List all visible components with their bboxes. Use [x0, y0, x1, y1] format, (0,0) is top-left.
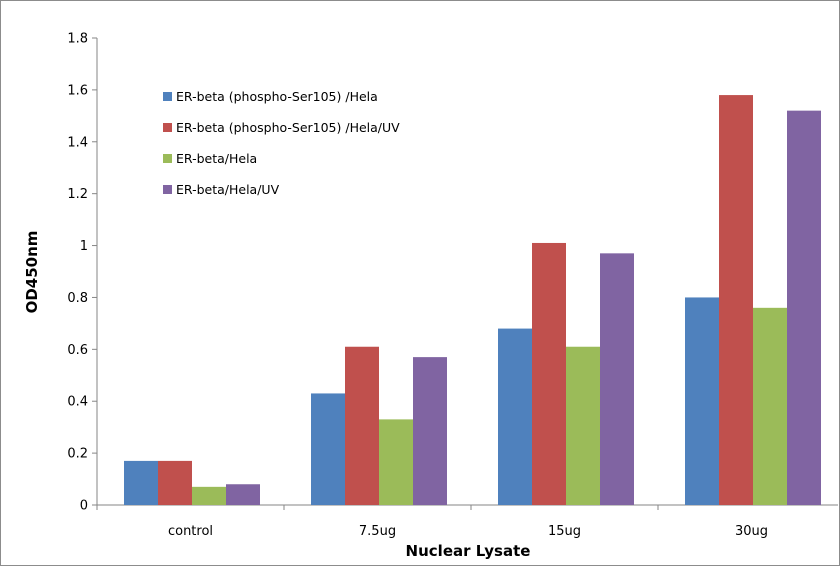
x-tick-label: 30ug: [735, 524, 768, 539]
bar: [753, 307, 787, 505]
bars: [124, 95, 821, 506]
y-tick-label: 1.2: [67, 187, 88, 202]
x-axis-label: Nuclear Lysate: [406, 542, 531, 560]
x-tick-label: control: [168, 524, 213, 539]
y-axis: 0 0.2 0.4 0.6 0.8 1 1.2 1.4 1.6 1.8: [67, 32, 98, 514]
bar: [787, 110, 821, 506]
bar: [379, 419, 413, 505]
bar: [226, 484, 260, 505]
bar: [158, 460, 192, 505]
bar: [311, 393, 345, 505]
legend: ER-beta (phospho-Ser105) /Hela ER-beta (p…: [163, 89, 400, 197]
y-tick-label: 0: [80, 499, 88, 514]
legend-swatch: [163, 123, 172, 132]
bar: [345, 346, 379, 505]
y-tick-label: 1.8: [67, 32, 88, 47]
bar: [413, 357, 447, 505]
bar: [498, 328, 532, 505]
y-tick-label: 1.6: [67, 83, 88, 98]
y-tick-label: 0.6: [67, 343, 88, 358]
legend-label: ER-beta/Hela: [176, 151, 257, 166]
legend-swatch: [163, 185, 172, 194]
legend-swatch: [163, 154, 172, 163]
bar: [685, 297, 719, 505]
x-axis: control 7.5ug 15ug 30ug: [96, 504, 838, 539]
bar: [566, 346, 600, 505]
bar: [600, 253, 634, 505]
x-tick-label: 15ug: [548, 524, 581, 539]
legend-label: ER-beta/Hela/UV: [176, 182, 280, 197]
bar: [532, 242, 566, 505]
y-tick-label: 0.2: [67, 447, 88, 462]
legend-swatch: [163, 92, 172, 101]
bar: [192, 486, 226, 505]
legend-label: ER-beta (phospho-Ser105) /Hela: [176, 89, 378, 104]
y-tick-label: 1: [80, 239, 88, 254]
y-tick-label: 0.4: [67, 395, 88, 410]
y-axis-label: OD450nm: [23, 231, 41, 314]
y-tick-label: 1.4: [67, 135, 88, 150]
legend-label: ER-beta (phospho-Ser105) /Hela/UV: [176, 120, 400, 135]
x-tick-label: 7.5ug: [359, 524, 396, 539]
bar: [124, 460, 158, 505]
y-tick-label: 0.8: [67, 291, 88, 306]
bar: [719, 95, 753, 506]
